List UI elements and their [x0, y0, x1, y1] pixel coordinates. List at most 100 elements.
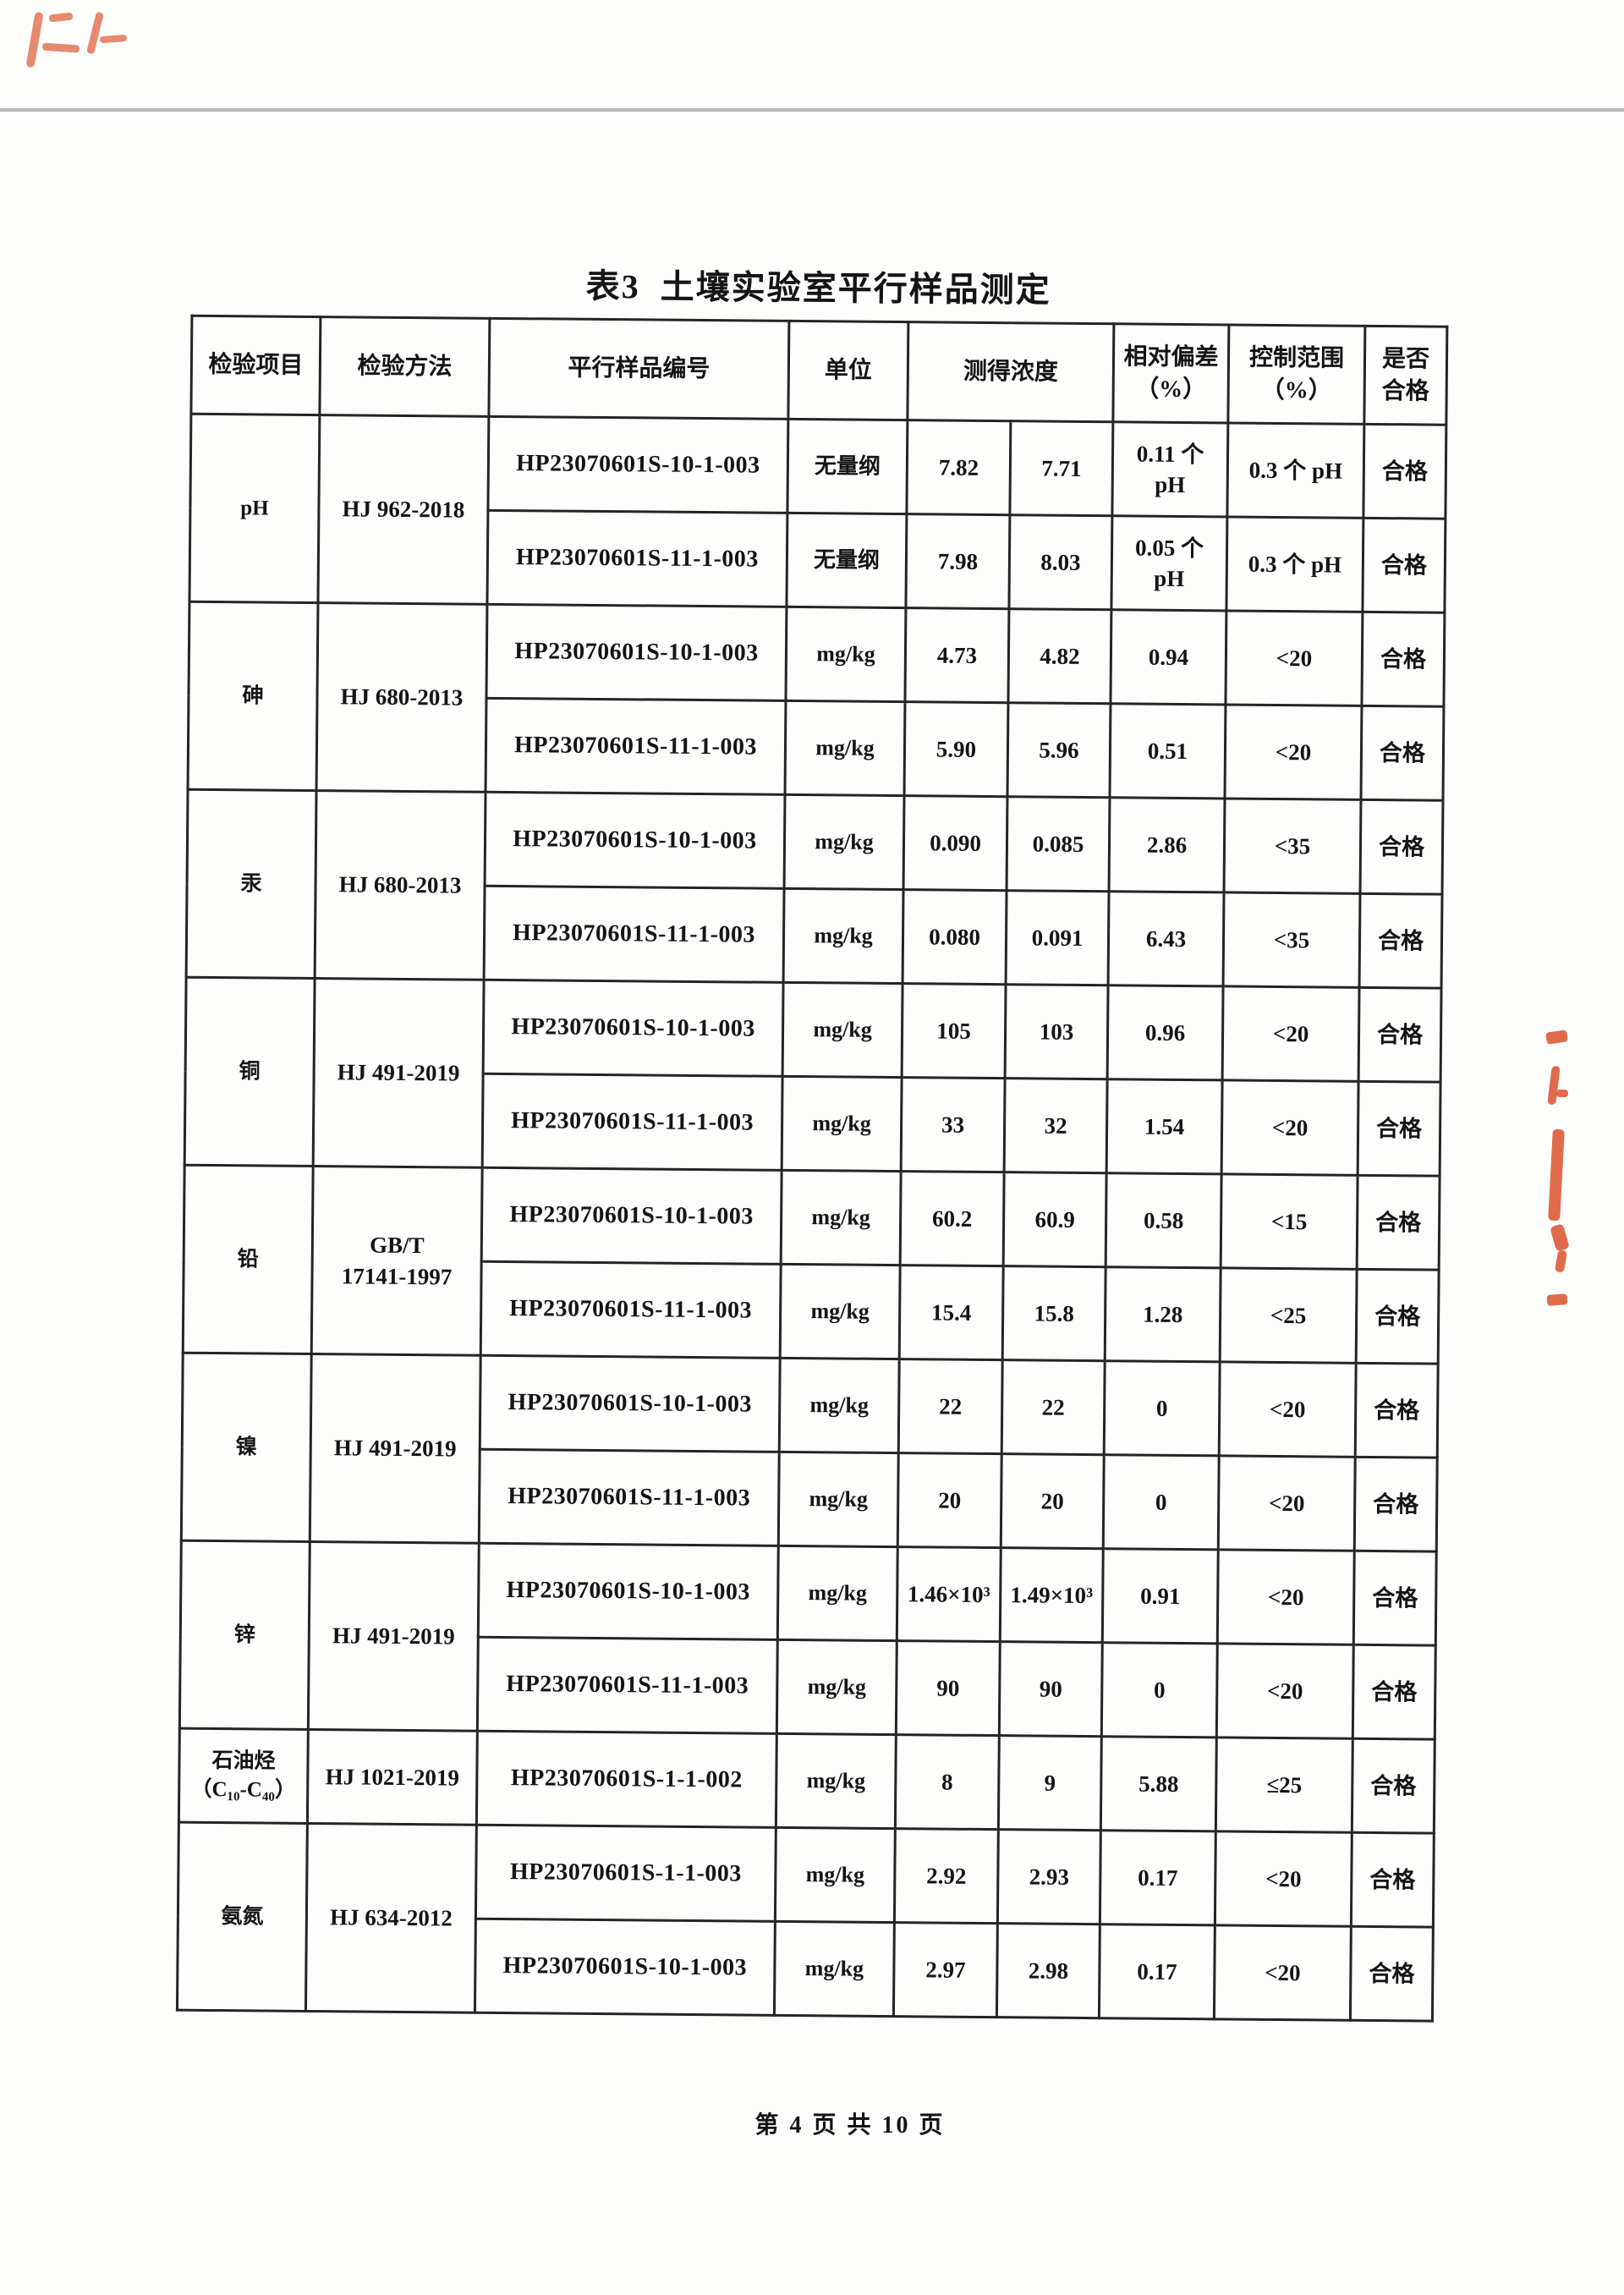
cell-control-range: <20	[1217, 1549, 1355, 1645]
cell-concentration-1: 105	[902, 983, 1007, 1079]
cell-unit: mg/kg	[782, 982, 903, 1078]
cell-sample-id: HP23070601S-11-1-003	[482, 1073, 783, 1171]
cell-relative-deviation: 0.94	[1110, 609, 1226, 705]
cell-concentration-2: 0.085	[1007, 796, 1111, 892]
stamp-fragment-icon	[41, 42, 80, 53]
cell-relative-deviation: 0.91	[1102, 1548, 1219, 1644]
cell-control-range: <20	[1225, 610, 1363, 706]
parallel-sample-table: 检验项目 检验方法 平行样品编号 单位 测得浓度 相对偏差 （%） 控制范围 （…	[176, 315, 1448, 2023]
cell-qualified: 合格	[1363, 424, 1446, 519]
stamp-fragment-icon	[86, 11, 104, 55]
cell-test-method: HJ 491-2019	[308, 1541, 480, 1732]
table-body: pH HJ 962-2018 HP23070601S-10-1-003 无量纲 7.82…	[177, 414, 1446, 2022]
cell-unit: mg/kg	[777, 1546, 898, 1641]
cell-control-range: <15	[1221, 1173, 1358, 1270]
header-method: 检验方法	[319, 316, 490, 417]
cell-qualified: 合格	[1352, 1738, 1435, 1834]
cell-qualified: 合格	[1361, 706, 1444, 801]
cell-relative-deviation: 0.17	[1100, 1830, 1216, 1925]
cell-test-method: HJ 680-2013	[316, 602, 487, 793]
cell-sample-id: HP23070601S-1-1-003	[475, 1825, 776, 1922]
table-row: 铜 HJ 491-2019 HP23070601S-10-1-003 mg/kg 105…	[184, 977, 1442, 1168]
cell-control-range: <20	[1225, 704, 1362, 800]
cell-relative-deviation: 0.05 个 pH	[1111, 515, 1227, 611]
cell-relative-deviation: 0.17	[1099, 1924, 1215, 2019]
cell-concentration-2: 2.98	[996, 1923, 1100, 2018]
cell-test-method: HJ 491-2019	[313, 978, 485, 1168]
cell-unit: mg/kg	[776, 1733, 897, 1829]
cell-control-range: <20	[1218, 1455, 1356, 1551]
cell-concentration-1: 7.82	[906, 420, 1011, 515]
stamp-fragment-icon	[1546, 1293, 1568, 1306]
cell-concentration-2: 22	[1001, 1359, 1106, 1455]
cell-concentration-1: 1.46×10³	[897, 1546, 1001, 1642]
cell-sample-id: HP23070601S-11-1-003	[480, 1261, 782, 1359]
cell-control-range: <25	[1220, 1267, 1358, 1364]
cell-concentration-1: 8	[895, 1734, 1000, 1830]
cell-concentration-1: 2.97	[893, 1922, 998, 2018]
cell-unit: mg/kg	[784, 794, 905, 890]
cell-control-range: ≤25	[1215, 1737, 1353, 1833]
cell-qualified: 合格	[1354, 1457, 1438, 1552]
cell-concentration-1: 33	[901, 1077, 1006, 1172]
cell-concentration-1: 15.4	[899, 1265, 1004, 1360]
cell-control-range: <20	[1221, 1079, 1359, 1176]
cell-unit: mg/kg	[780, 1264, 901, 1359]
cell-concentration-2: 2.93	[997, 1829, 1101, 1924]
cell-unit: mg/kg	[774, 1921, 895, 2017]
cell-relative-deviation: 0	[1104, 1360, 1221, 1456]
cell-relative-deviation: 6.43	[1108, 891, 1225, 986]
cell-test-item: 铜	[184, 977, 315, 1167]
cell-qualified: 合格	[1362, 518, 1446, 613]
cell-sample-id: HP23070601S-11-1-003	[477, 1637, 778, 1734]
table-header-row: 检验项目 检验方法 平行样品编号 单位 测得浓度 相对偏差 （%） 控制范围 （…	[190, 316, 1447, 426]
cell-control-range: <20	[1219, 1361, 1357, 1458]
cell-test-method: HJ 680-2013	[315, 790, 486, 980]
cell-concentration-2: 15.8	[1002, 1266, 1106, 1361]
cell-test-method: HJ 1021-2019	[307, 1729, 478, 1826]
cell-concentration-1: 7.98	[905, 513, 1010, 609]
cell-qualified: 合格	[1356, 1269, 1440, 1364]
cell-sample-id: HP23070601S-10-1-003	[481, 1167, 782, 1265]
cell-sample-id: HP23070601S-11-1-003	[486, 510, 787, 607]
cell-control-range: <20	[1222, 986, 1360, 1082]
cell-qualified: 合格	[1359, 893, 1443, 989]
stamp-fragment-icon	[25, 11, 44, 69]
cell-qualified: 合格	[1358, 987, 1442, 1083]
cell-concentration-2: 5.96	[1007, 702, 1111, 798]
table-row: 镍 HJ 491-2019 HP23070601S-10-1-003 mg/kg 22 2…	[181, 1353, 1439, 1544]
cell-relative-deviation: 0.11 个 pH	[1111, 421, 1228, 517]
table-row: 锌 HJ 491-2019 HP23070601S-10-1-003 mg/kg 1.4…	[179, 1540, 1437, 1732]
cell-concentration-2: 60.9	[1003, 1172, 1107, 1267]
table-row: 氨氮 HJ 634-2012 HP23070601S-1-1-003 mg/kg 2.9…	[177, 1822, 1435, 2013]
cell-relative-deviation: 0	[1101, 1642, 1218, 1738]
cell-unit: mg/kg	[775, 1827, 896, 1923]
page-top-rule	[0, 108, 1624, 112]
cell-concentration-2: 7.71	[1009, 420, 1113, 516]
cell-qualified: 合格	[1352, 1644, 1436, 1740]
cell-concentration-1: 2.92	[894, 1828, 999, 1924]
table-row: 砷 HJ 680-2013 HP23070601S-10-1-003 mg/kg 4.7…	[188, 601, 1445, 793]
cell-concentration-2: 8.03	[1008, 514, 1112, 610]
cell-concentration-1: 0.090	[903, 795, 1008, 891]
cell-unit: mg/kg	[779, 1358, 900, 1453]
stamp-fragment-icon	[48, 12, 74, 23]
cell-concentration-1: 4.73	[904, 607, 1009, 703]
cell-sample-id: HP23070601S-1-1-002	[476, 1731, 777, 1828]
header-control-range: 控制范围 （%）	[1227, 324, 1365, 425]
cell-unit: mg/kg	[785, 607, 906, 702]
cell-test-item: 铅	[183, 1165, 314, 1354]
cell-sample-id: HP23070601S-11-1-003	[486, 698, 786, 795]
cell-unit: mg/kg	[776, 1639, 897, 1735]
cell-control-range: 0.3 个 pH	[1226, 516, 1363, 612]
table-row: 石油烃 （C₁₀-C₄₀） HJ 1021-2019 HP23070601S-1-1…	[178, 1728, 1435, 1834]
cell-concentration-2: 32	[1004, 1078, 1108, 1173]
cell-test-item: 汞	[186, 789, 317, 979]
cell-qualified: 合格	[1357, 1175, 1440, 1271]
cell-test-item: 砷	[188, 601, 318, 791]
cell-unit: mg/kg	[785, 700, 905, 796]
table-row: 汞 HJ 680-2013 HP23070601S-10-1-003 mg/kg 0.0…	[186, 789, 1444, 980]
cell-test-item: pH	[189, 414, 320, 603]
page-title: 表3 土壤实验室平行样品测定	[585, 266, 1051, 310]
